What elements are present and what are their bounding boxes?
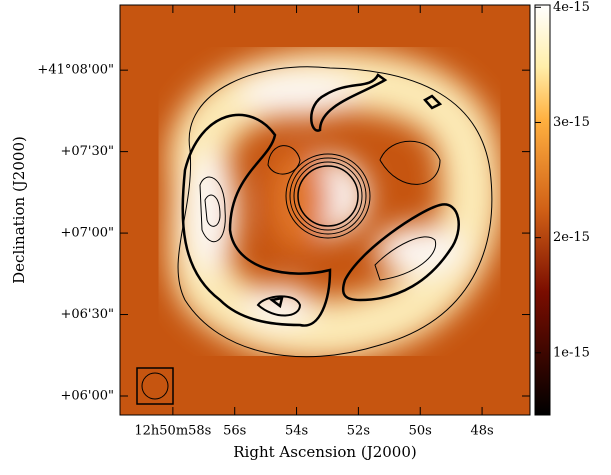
colorbar-tick-label: 4e-15 (553, 0, 590, 15)
x-tick-label: 12h50m58s (134, 424, 211, 439)
colorbar-tick-label: 2e-15 (553, 230, 590, 245)
y-axis-label: Declination (J2000) (10, 136, 28, 284)
x-tick-label: 54s (285, 424, 308, 439)
x-axis-label: Right Ascension (J2000) (233, 443, 416, 461)
colorbar-tick-label: 1e-15 (553, 345, 590, 360)
frame (119, 4, 531, 416)
sky-image (120, 5, 530, 415)
x-tick-label: 52s (347, 424, 370, 439)
colorbar-tick-label: 3e-15 (553, 115, 590, 130)
y-tick-label: +06'00" (60, 388, 114, 403)
colorbar (534, 4, 551, 416)
beam-box (136, 367, 174, 405)
x-tick-label: 48s (470, 424, 493, 439)
x-tick-label: 56s (223, 424, 246, 439)
beam (141, 372, 169, 400)
y-tick-label: +07'00" (60, 226, 114, 241)
y-tick-label: +07'30" (60, 144, 114, 159)
y-tick-label: +41°08'00" (37, 63, 114, 78)
contours (177, 66, 493, 358)
x-tick-label: 50s (409, 424, 432, 439)
y-tick-label: +06'30" (60, 307, 114, 322)
